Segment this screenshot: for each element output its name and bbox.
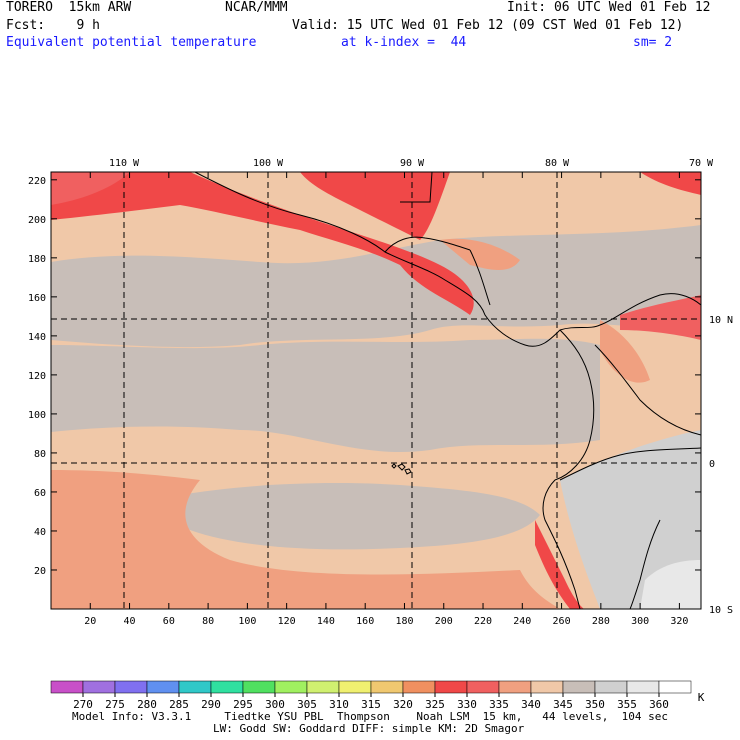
center-label: NCAR/MMM	[225, 0, 288, 15]
colorbar-swatch	[114, 680, 148, 694]
lat-lon-grid	[51, 172, 701, 609]
physics-info: LW: Godd SW: Goddard DIFF: simple KM: 2D…	[213, 722, 525, 735]
colorbar-label: 350	[585, 698, 605, 711]
colorbar: 270 275 280 285 290 295 300 305 310 315 320 325 330 3…	[50, 680, 705, 711]
valid-time: Valid: 15 UTC Wed 01 Feb 12 (09 CST Wed …	[292, 18, 684, 33]
colorbar-unit: K	[698, 691, 705, 704]
colorbar-swatch	[658, 680, 692, 694]
colorbar-label: 290	[201, 698, 221, 711]
latitude-label: 10 S	[709, 605, 733, 616]
y-tick-label: 160	[28, 293, 46, 304]
colorbar-label: 355	[617, 698, 637, 711]
x-tick-label: 140	[317, 616, 335, 627]
x-tick-label: 260	[553, 616, 571, 627]
colorbar-swatch	[434, 680, 468, 694]
model-info: Model Info: V3.3.1 Tiedtke YSU PBL Thomp…	[72, 710, 669, 723]
y-tick-label: 200	[28, 215, 46, 226]
x-tick-label: 80	[202, 616, 214, 627]
colorbar-swatch	[626, 680, 660, 694]
field-name: Equivalent potential temperature	[6, 35, 257, 50]
colorbar-swatch	[210, 680, 244, 694]
smoothing-label: sm= 2	[633, 35, 673, 50]
x-tick-label: 40	[124, 616, 136, 627]
latitude-label: 0	[709, 459, 715, 470]
x-tick-label: 240	[513, 616, 531, 627]
level-label: at k-index = 44	[341, 35, 467, 50]
y-tick-label: 220	[28, 176, 46, 187]
y-tick-label: 140	[28, 332, 46, 343]
colorbar-label: 285	[169, 698, 189, 711]
colorbar-swatch	[594, 680, 628, 694]
x-tick-label: 280	[592, 616, 610, 627]
longitude-label: 80 W	[545, 158, 570, 169]
colorbar-swatch	[50, 680, 84, 694]
y-tick-label: 60	[34, 488, 46, 499]
x-tick-label: 220	[474, 616, 492, 627]
longitude-label: 70 W	[689, 158, 714, 169]
colorbar-swatch	[498, 680, 532, 694]
colorbar-label: 340	[521, 698, 541, 711]
colorbar-label: 305	[297, 698, 317, 711]
colorbar-label: 270	[73, 698, 93, 711]
map-field	[51, 172, 701, 609]
colorbar-label: 275	[105, 698, 125, 711]
y-tick-label: 180	[28, 254, 46, 265]
colorbar-swatch	[370, 680, 404, 694]
x-tick-label: 300	[631, 616, 649, 627]
model-title: TORERO 15km ARW	[6, 0, 132, 15]
y-tick-label: 20	[34, 566, 46, 577]
colorbar-label: 360	[649, 698, 669, 711]
colorbar-swatch	[146, 680, 180, 694]
coastlines	[194, 172, 701, 609]
x-tick-label: 120	[278, 616, 296, 627]
longitude-labels: 110 W 100 W 90 W 80 W 70 W	[109, 158, 714, 169]
colorbar-swatch	[178, 680, 212, 694]
x-tick-label: 20	[84, 616, 96, 627]
y-axis: 220 200 180 160 140 120 100 80 60 40 20	[28, 176, 701, 577]
y-tick-label: 80	[34, 449, 46, 460]
colorbar-swatch	[274, 680, 308, 694]
colorbar-label: 345	[553, 698, 573, 711]
colorbar-swatch	[82, 680, 116, 694]
x-tick-label: 60	[163, 616, 175, 627]
map-frame	[50, 171, 702, 610]
colorbar-label: 280	[137, 698, 157, 711]
y-tick-label: 100	[28, 410, 46, 421]
colorbar-label: 320	[393, 698, 413, 711]
longitude-label: 100 W	[253, 158, 284, 169]
y-tick-label: 40	[34, 527, 46, 538]
colorbar-swatch	[338, 680, 372, 694]
init-time: Init: 06 UTC Wed 01 Feb 12	[507, 0, 711, 15]
x-tick-label: 100	[238, 616, 256, 627]
latitude-labels: 10 N 0 10 S	[709, 315, 733, 616]
x-tick-label: 320	[670, 616, 688, 627]
longitude-label: 110 W	[109, 158, 140, 169]
longitude-label: 90 W	[400, 158, 425, 169]
colorbar-label: 315	[361, 698, 381, 711]
x-tick-label: 180	[395, 616, 413, 627]
colorbar-label: 295	[233, 698, 253, 711]
colorbar-swatch	[562, 680, 596, 694]
colorbar-swatch	[306, 680, 340, 694]
x-tick-label: 200	[435, 616, 453, 627]
x-axis: 20 40 60 80 100 120 140 160 180 200 220 240 260 280 30…	[84, 172, 688, 627]
colorbar-swatch	[530, 680, 564, 694]
colorbar-label: 325	[425, 698, 445, 711]
colorbar-label: 300	[265, 698, 285, 711]
latitude-label: 10 N	[709, 315, 733, 326]
colorbar-label: 335	[489, 698, 509, 711]
y-tick-label: 120	[28, 371, 46, 382]
colorbar-swatch	[466, 680, 500, 694]
colorbar-swatch	[242, 680, 276, 694]
x-tick-label: 160	[356, 616, 374, 627]
colorbar-swatch	[402, 680, 436, 694]
colorbar-label: 330	[457, 698, 477, 711]
forecast-hour: Fcst: 9 h	[6, 18, 100, 33]
colorbar-label: 310	[329, 698, 349, 711]
